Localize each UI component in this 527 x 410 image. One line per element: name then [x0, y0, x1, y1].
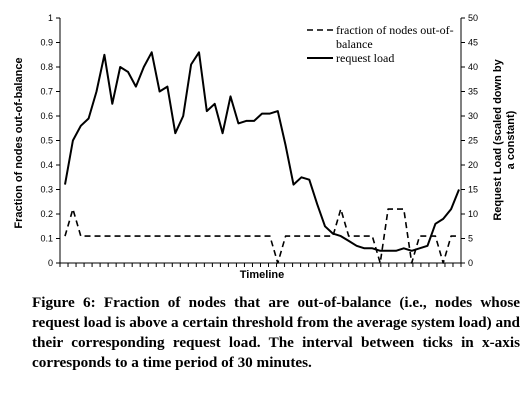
right-axis-title: Request Load (scaled down bya constant) — [492, 58, 517, 220]
right-tick-label: 45 — [468, 38, 478, 48]
right-tick-label: 35 — [468, 87, 478, 97]
legend-dashed-label-line1: fraction of nodes out-of- — [336, 23, 454, 37]
right-tick-label: 0 — [468, 258, 473, 268]
right-axis-ticks: 0 5 10 15 20 25 30 35 40 45 50 — [461, 13, 478, 268]
chart-series — [64, 51, 460, 264]
left-tick-label: 0.9 — [40, 38, 53, 48]
figure-caption: Figure 6: Fraction of nodes that are out… — [32, 294, 520, 371]
left-tick-label: 0.1 — [40, 234, 53, 244]
left-tick-label: 0.5 — [40, 136, 53, 146]
left-tick-label: 0.3 — [40, 185, 53, 195]
right-axis-title-line2: a constant) — [505, 110, 517, 169]
left-tick-label: 0.4 — [40, 160, 53, 170]
legend-solid-label: request load — [336, 51, 394, 65]
left-axis-title: Fraction of nodes out-of-balance — [13, 57, 25, 228]
left-tick-label: 1 — [48, 13, 53, 23]
right-tick-label: 25 — [468, 136, 478, 146]
legend-dashed-label-line2: balance — [336, 37, 373, 51]
right-tick-label: 10 — [468, 209, 478, 219]
x-axis-title: Timeline — [240, 269, 284, 281]
left-tick-label: 0.2 — [40, 209, 53, 219]
right-tick-label: 50 — [468, 13, 478, 23]
right-tick-label: 20 — [468, 160, 478, 170]
left-tick-label: 0 — [48, 258, 53, 268]
left-tick-label: 0.7 — [40, 87, 53, 97]
right-axis-title-line1: Request Load (scaled down by — [492, 58, 504, 220]
series-line-fraction-out-of-balance — [64, 208, 459, 264]
legend: fraction of nodes out-of- balance reques… — [307, 23, 454, 65]
chart-axes — [59, 18, 462, 264]
right-tick-label: 5 — [468, 234, 473, 244]
left-tick-label: 0.6 — [40, 111, 53, 121]
series-line-request-load — [64, 51, 460, 252]
left-tick-label: 0.8 — [40, 62, 53, 72]
left-axis-ticks: 0 0.1 0.2 0.3 0.4 0.5 0.6 0.7 0.8 0.9 1 — [40, 13, 60, 268]
right-tick-label: 15 — [468, 185, 478, 195]
right-tick-label: 40 — [468, 62, 478, 72]
right-tick-label: 30 — [468, 111, 478, 121]
x-axis-ticks — [59, 263, 462, 267]
